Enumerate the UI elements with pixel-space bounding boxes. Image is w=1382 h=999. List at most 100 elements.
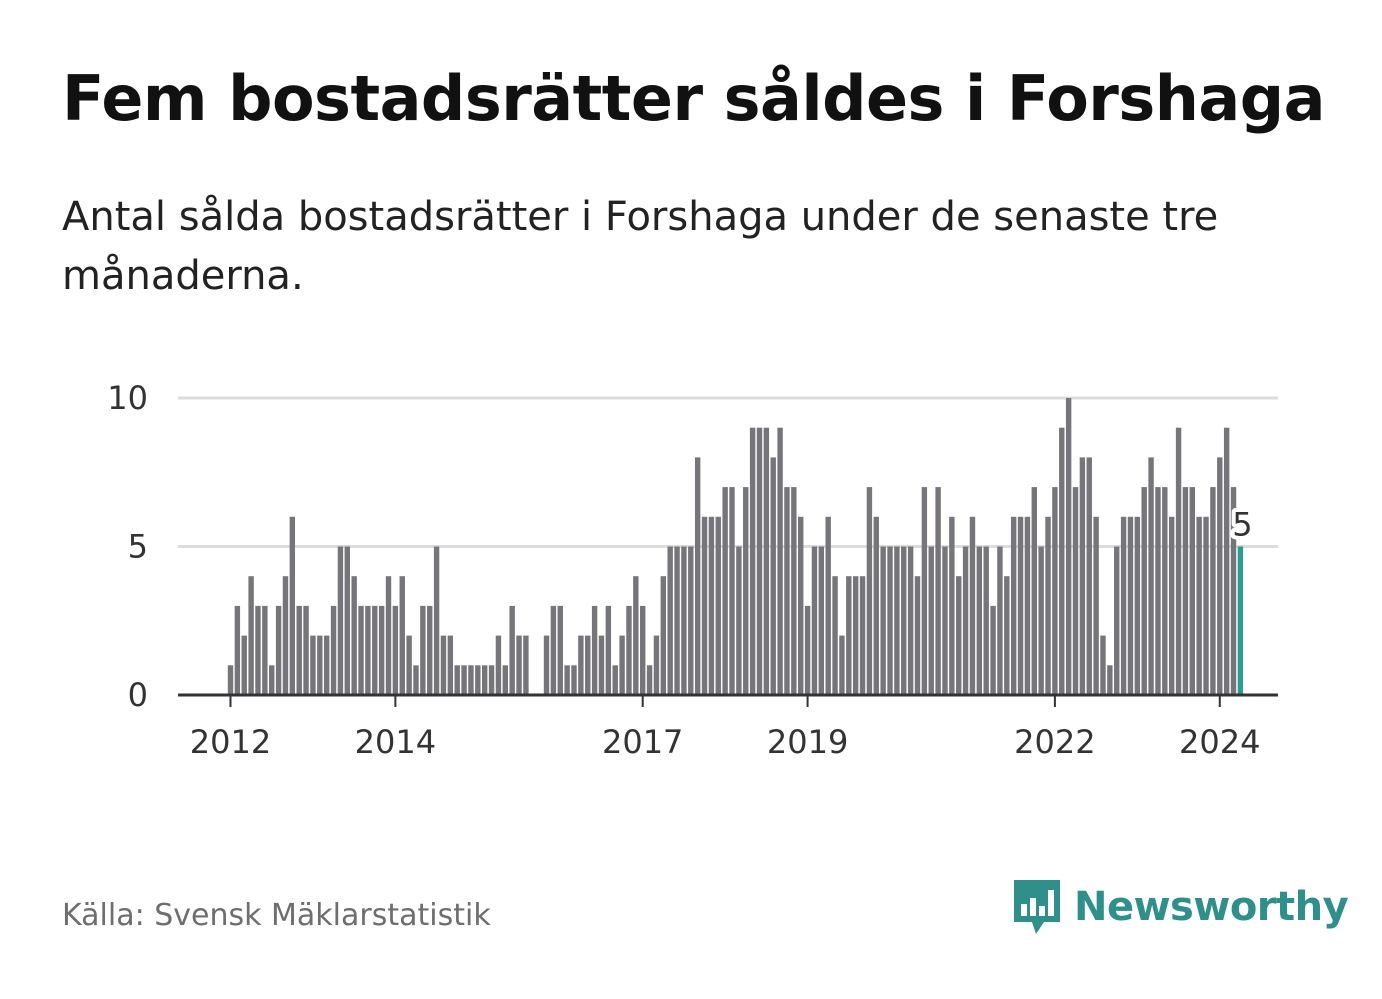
- bar: [839, 635, 845, 695]
- bar: [323, 635, 330, 695]
- bar: [791, 487, 797, 695]
- bar: [646, 665, 653, 695]
- bar: [784, 487, 790, 695]
- bar: [481, 665, 488, 695]
- bar: [413, 665, 419, 695]
- bar: [372, 605, 378, 695]
- bar: [832, 576, 838, 695]
- bar: [509, 605, 515, 695]
- y-tick-label: 10: [107, 379, 148, 417]
- bar: [756, 427, 763, 695]
- bar: [811, 546, 818, 695]
- bar: [248, 576, 254, 695]
- bar: [1038, 546, 1044, 695]
- y-tick-label: 5: [128, 528, 148, 566]
- bar: [873, 516, 879, 695]
- bar: [1017, 516, 1024, 695]
- bar: [612, 665, 618, 695]
- bar: [1100, 635, 1106, 695]
- bar: [1086, 457, 1092, 695]
- bar: [1189, 487, 1195, 695]
- x-tick-label: 2022: [1014, 723, 1095, 761]
- bar: [1134, 516, 1141, 695]
- bar: [564, 665, 570, 695]
- bar: [619, 635, 625, 695]
- bar: [1162, 487, 1168, 695]
- bar: [880, 546, 886, 695]
- bar: [1004, 576, 1010, 695]
- bar: [591, 605, 598, 695]
- bar: [296, 605, 302, 695]
- bar: [674, 546, 680, 695]
- bar: [523, 635, 529, 695]
- bar: [859, 576, 866, 695]
- bar: [1107, 665, 1113, 695]
- bar: [475, 665, 481, 695]
- bar: [1155, 487, 1161, 695]
- bar: [763, 427, 770, 695]
- bar: [935, 487, 941, 695]
- bar: [660, 576, 667, 695]
- bar: [1093, 516, 1099, 695]
- chart-subtitle: Antal sålda bostadsrätter i Forshaga und…: [62, 194, 1219, 299]
- bar: [1045, 516, 1051, 695]
- y-tick-label: 0: [128, 676, 148, 714]
- bar: [681, 546, 687, 695]
- bar-chart: 0 5 10 2012 2014 2017 2019 2022 2024 5: [107, 379, 1278, 761]
- bar: [289, 516, 296, 695]
- bar: [1210, 487, 1216, 695]
- bar: [749, 427, 756, 695]
- bar: [282, 576, 289, 695]
- bar: [454, 665, 460, 695]
- bar: [351, 576, 357, 695]
- bar: [990, 605, 996, 695]
- bar: [234, 605, 241, 695]
- bar: [969, 516, 976, 695]
- newsworthy-logo-icon: [1014, 880, 1060, 934]
- bar: [502, 665, 508, 695]
- bar: [708, 516, 715, 695]
- bar: [1196, 516, 1202, 695]
- bar: [818, 546, 825, 695]
- brand-logo[interactable]: Newsworthy: [1010, 876, 1349, 938]
- bar: [962, 546, 969, 695]
- bar: [688, 546, 694, 695]
- bar: [914, 576, 921, 695]
- bar: [1203, 516, 1209, 695]
- bar: [798, 516, 804, 695]
- bar: [1065, 398, 1072, 695]
- bar: [310, 635, 316, 695]
- bar: [1052, 487, 1058, 695]
- x-tick-label: 2012: [190, 723, 271, 761]
- bar: [1217, 457, 1223, 695]
- bar: [461, 665, 467, 695]
- bar: [701, 516, 708, 695]
- bar: [303, 605, 309, 695]
- bar: [1010, 516, 1017, 695]
- bar: [653, 635, 660, 695]
- bar: [976, 546, 983, 695]
- bar: [227, 665, 234, 695]
- bar: [907, 546, 914, 695]
- brand-name: Newsworthy: [1074, 884, 1349, 930]
- bar: [804, 605, 811, 695]
- bar: [640, 605, 646, 695]
- bar: [337, 546, 344, 695]
- bar: [468, 665, 474, 695]
- bar: [1148, 457, 1154, 695]
- bar: [392, 605, 399, 695]
- bar: [1114, 546, 1120, 695]
- bar: [420, 605, 426, 695]
- bar: [543, 635, 550, 695]
- bar: [846, 576, 852, 695]
- bar: [365, 605, 371, 695]
- bar: [866, 487, 873, 695]
- bar: [942, 546, 948, 695]
- bar: [1072, 487, 1079, 695]
- bar: [378, 605, 385, 695]
- bar: [949, 516, 955, 695]
- bar: [255, 605, 261, 695]
- bar: [928, 546, 934, 695]
- bar: [571, 665, 577, 695]
- bar: [1059, 427, 1065, 695]
